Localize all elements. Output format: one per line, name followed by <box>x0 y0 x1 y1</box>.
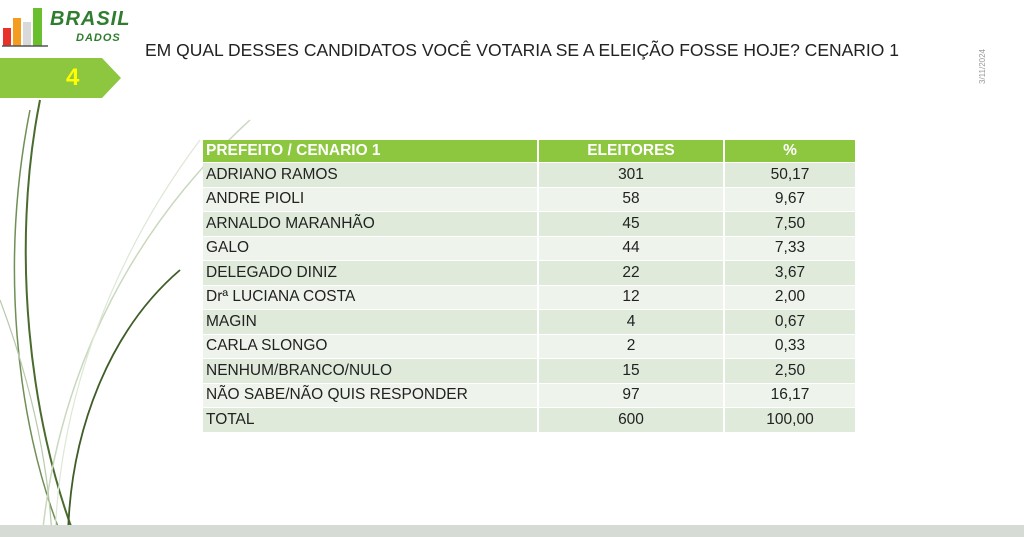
cell-voters: 44 <box>538 235 725 261</box>
cell-percent: 2,00 <box>724 284 857 310</box>
cell-candidate: DELEGADO DINIZ <box>203 260 539 285</box>
cell-percent: 7,33 <box>724 235 857 261</box>
table-row: ANDRE PIOLI 58 9,67 <box>203 186 857 212</box>
results-table: PREFEITO / CENARIO 1 ELEITORES % ADRIANO… <box>203 140 857 432</box>
header-candidate: PREFEITO / CENARIO 1 <box>203 140 539 163</box>
cell-candidate: Drª LUCIANA COSTA <box>203 284 539 310</box>
cell-percent: 50,17 <box>724 162 857 187</box>
brand-name-dados: DADOS <box>76 32 121 44</box>
cell-voters: 45 <box>538 211 725 236</box>
page-title: EM QUAL DESSES CANDIDATOS VOCÊ VOTARIA S… <box>145 40 900 60</box>
date-stamp: 3/11/2024 <box>978 30 992 90</box>
header-percent: % <box>724 140 857 163</box>
date-text: 3/11/2024 <box>978 49 987 84</box>
cell-voters: 600 <box>538 407 725 432</box>
cell-percent: 7,50 <box>724 211 857 236</box>
cell-candidate: GALO <box>203 235 539 261</box>
cell-candidate: ANDRE PIOLI <box>203 186 539 212</box>
table-row: GALO 44 7,33 <box>203 235 857 261</box>
cell-voters: 2 <box>538 333 725 359</box>
table-row: NENHUM/BRANCO/NULO 15 2,50 <box>203 358 857 383</box>
cell-voters: 22 <box>538 260 725 285</box>
cell-candidate: NÃO SABE/NÃO QUIS RESPONDER <box>203 382 539 408</box>
cell-candidate: NENHUM/BRANCO/NULO <box>203 358 539 383</box>
cell-voters: 4 <box>538 309 725 334</box>
cell-voters: 97 <box>538 382 725 408</box>
table-row: MAGIN 4 0,67 <box>203 309 857 334</box>
table-row: Drª LUCIANA COSTA 12 2,00 <box>203 284 857 310</box>
table-row: CARLA SLONGO 2 0,33 <box>203 333 857 359</box>
bar-chart-logo-icon <box>2 8 48 47</box>
cell-candidate: CARLA SLONGO <box>203 333 539 359</box>
cell-percent: 0,33 <box>724 333 857 359</box>
cell-percent: 100,00 <box>724 407 857 432</box>
table-total-row: TOTAL 600 100,00 <box>203 407 857 432</box>
cell-candidate: MAGIN <box>203 309 539 334</box>
cell-voters: 12 <box>538 284 725 310</box>
bottom-scrollbar-strip <box>0 525 1024 537</box>
header-voters: ELEITORES <box>538 140 725 163</box>
table-row: DELEGADO DINIZ 22 3,67 <box>203 260 857 285</box>
cell-percent: 9,67 <box>724 186 857 212</box>
table-header-row: PREFEITO / CENARIO 1 ELEITORES % <box>203 140 857 163</box>
slide-number-arrow-shape <box>0 58 121 98</box>
slide-number: 4 <box>66 64 80 91</box>
cell-percent: 16,17 <box>724 382 857 408</box>
cell-percent: 3,67 <box>724 260 857 285</box>
brand-logo: BRASIL DADOS <box>2 4 142 48</box>
cell-percent: 2,50 <box>724 358 857 383</box>
cell-candidate: ARNALDO MARANHÃO <box>203 211 539 236</box>
brand-name-brasil: BRASIL <box>50 8 131 30</box>
table-row: NÃO SABE/NÃO QUIS RESPONDER 97 16,17 <box>203 382 857 408</box>
table-row: ADRIANO RAMOS 301 50,17 <box>203 162 857 187</box>
table-row: ARNALDO MARANHÃO 45 7,50 <box>203 211 857 236</box>
cell-voters: 15 <box>538 358 725 383</box>
cell-voters: 301 <box>538 162 725 187</box>
cell-percent: 0,67 <box>724 309 857 334</box>
cell-voters: 58 <box>538 186 725 212</box>
cell-candidate: ADRIANO RAMOS <box>203 162 539 187</box>
cell-candidate: TOTAL <box>203 407 539 432</box>
